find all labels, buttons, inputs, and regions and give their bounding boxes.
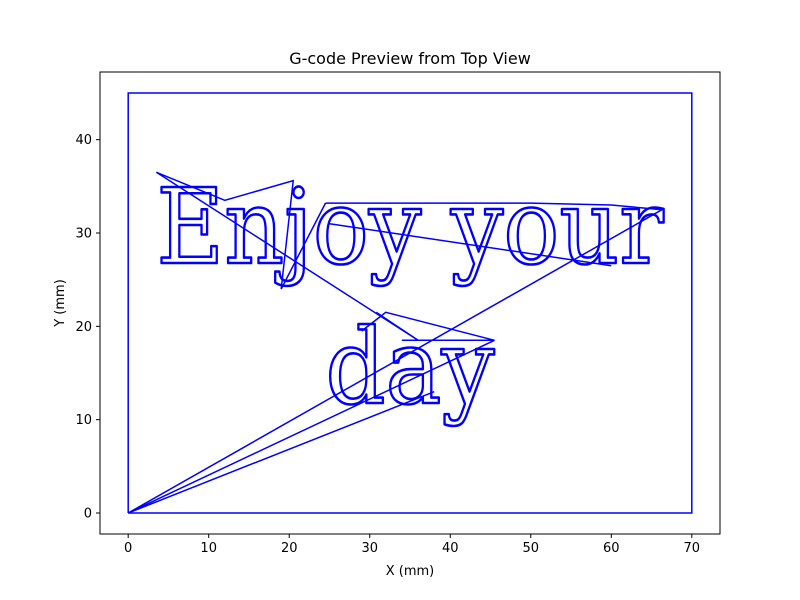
- x-tick-label: 0: [124, 541, 132, 556]
- x-tick-label: 70: [684, 541, 701, 556]
- toolpath-series-0: [127, 92, 693, 514]
- y-tick-label: 20: [75, 320, 92, 335]
- x-tick-label: 50: [523, 541, 540, 556]
- x-tick-label: 20: [281, 541, 298, 556]
- y-axis: 0 10 20 30 40: [75, 133, 100, 522]
- toolpath-series-6: [127, 391, 435, 514]
- toolpath-text-1: day: [325, 306, 494, 428]
- toolpath-series-7: [361, 311, 495, 342]
- x-tick-label: 30: [361, 541, 378, 556]
- toolpath-series-4: [329, 222, 612, 267]
- toolpath-series-2: [156, 171, 327, 290]
- toolpath-text-0: Enjoy your: [156, 166, 664, 288]
- y-tick-label: 0: [84, 507, 92, 522]
- plot-frame: [99, 71, 721, 535]
- x-axis: 0 10 20 30 40 50 60 70: [124, 534, 700, 556]
- y-tick-label: 30: [75, 227, 92, 242]
- chart-title: G-code Preview from Top View: [289, 49, 531, 68]
- x-tick-label: 10: [200, 541, 217, 556]
- y-tick-label: 10: [75, 413, 92, 428]
- y-axis-label: Y (mm): [53, 279, 68, 328]
- x-tick-label: 60: [603, 541, 620, 556]
- y-tick-label: 40: [75, 133, 92, 148]
- x-axis-label: X (mm): [386, 564, 435, 579]
- plot-series: [127, 92, 693, 514]
- x-tick-label: 40: [442, 541, 459, 556]
- text-glyphs: Enjoy your day: [155, 165, 665, 430]
- toolpath-series-1: [127, 202, 665, 514]
